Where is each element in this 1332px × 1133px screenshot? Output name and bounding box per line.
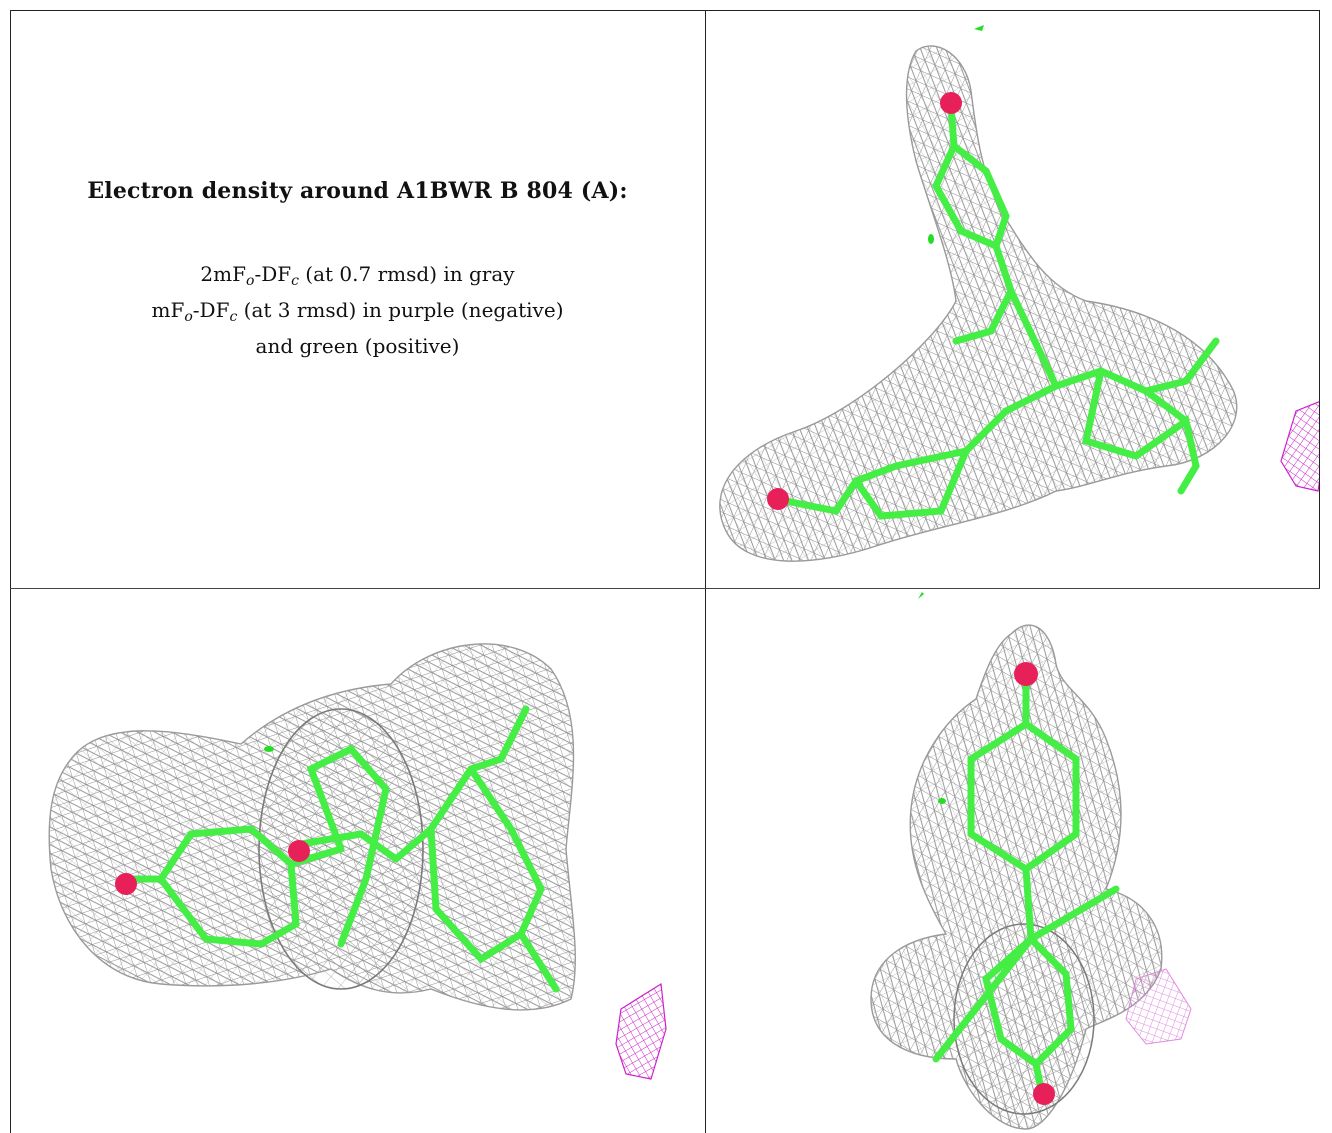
density-view-2 [11, 589, 705, 1133]
mesh-positive [918, 592, 946, 804]
legend-title: Electron density around A1BWR B 804 (A): [87, 178, 628, 204]
mesh-negative [615, 982, 667, 1080]
mesh-2fofc [719, 45, 1238, 562]
mesh-negative [1125, 968, 1192, 1045]
density-view-1 [706, 11, 1319, 588]
table-border-top [10, 10, 1320, 11]
ligand-sticks [932, 675, 1120, 1093]
mesh-2fofc [48, 643, 576, 1011]
table-border-left [10, 10, 11, 1133]
legend-line-fofc: mFo-DFc (at 3 rmsd) in purple (negative) [151, 298, 564, 325]
oxygen-atom [115, 873, 137, 895]
table-border-center [705, 10, 706, 1133]
density-view-3 [706, 589, 1320, 1133]
density-view-3-svg [870, 592, 1192, 1130]
legend-line-2fofc: 2mFo-DFc (at 0.7 rmsd) in gray [200, 262, 515, 289]
oxygen-atom [1033, 1083, 1055, 1105]
oxygen-atom [767, 488, 789, 510]
table-border-middle [10, 588, 1320, 589]
oxygen-atoms [1014, 662, 1055, 1105]
legend-text: 2mFo-DFc (at 0.7 rmsd) in gray mFo-DFc (… [152, 260, 564, 361]
oxygen-atom [288, 840, 310, 862]
legend-cell: Electron density around A1BWR B 804 (A):… [10, 10, 705, 588]
table-border-right [1319, 10, 1320, 588]
ligand-sticks [782, 102, 1220, 520]
oxygen-atoms [767, 92, 962, 510]
mesh-positive [264, 746, 274, 752]
oxygen-atoms [115, 840, 310, 895]
mesh-2fofc [870, 624, 1163, 1130]
oxygen-atom [940, 92, 962, 114]
mesh-positive [928, 25, 984, 244]
mesh-negative [1280, 401, 1319, 492]
figure-table: Electron density around A1BWR B 804 (A):… [10, 10, 1320, 1133]
legend-line-positive: and green (positive) [255, 334, 460, 358]
density-view-2-svg [48, 643, 667, 1080]
oxygen-atom [1014, 662, 1038, 686]
density-view-1-svg [719, 25, 1319, 562]
